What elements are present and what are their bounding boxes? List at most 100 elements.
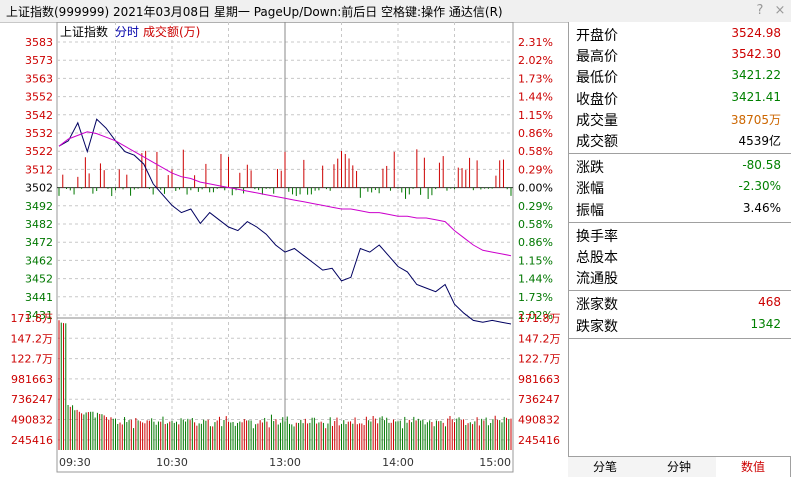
panel-separator [569, 337, 791, 339]
price-tick-label: 3563 [25, 72, 53, 85]
pct-tick-label: 1.44% [518, 91, 553, 104]
panel-row-4: 成交量 38705万 [569, 109, 791, 129]
pct-tick-label: 1.44% [518, 273, 553, 286]
panel-row-label: 涨家数 [576, 297, 618, 314]
panel-row-label: 成交量 [576, 112, 618, 129]
tab-1[interactable]: 分钟 [642, 457, 717, 477]
pct-tick-label: 2.02% [518, 54, 553, 67]
panel-row-value: 3542.30 [731, 47, 781, 62]
time-tick-label: 10:30 [156, 456, 188, 469]
volume-tick-label: 736247 [518, 393, 560, 406]
panel-row-label: 最低价 [576, 70, 618, 87]
pct-tick-label: 0.29% [518, 163, 553, 176]
panel-row-label: 涨幅 [576, 181, 604, 198]
price-tick-label: 3482 [25, 218, 53, 231]
volume-tick-label: 490832 [518, 414, 560, 427]
index-label: 上证指数 [60, 24, 108, 39]
window-title: 上证指数(999999) 2021年03月08日 星期一 PageUp/Down… [6, 5, 503, 19]
volume-label: 成交额(万) [143, 24, 200, 39]
panel-row-label: 开盘价 [576, 28, 618, 44]
price-tick-label: 3552 [25, 91, 53, 104]
panel-row-0: 开盘价 3524.98 [569, 24, 791, 44]
price-tick-label: 3532 [25, 127, 53, 140]
panel-row-label: 收盘价 [576, 91, 618, 108]
title-bar: 上证指数(999999) 2021年03月08日 星期一 PageUp/Down… [0, 0, 791, 23]
close-icon[interactable]: × [774, 3, 786, 18]
price-tick-label: 3431 [25, 309, 53, 322]
panel-row-8: 振幅 3.46% [569, 199, 791, 219]
volume-tick-label: 147.2万 [11, 332, 54, 345]
price-tick-label: 3502 [25, 182, 53, 195]
volume-tick-label: 171.8万 [518, 312, 561, 325]
panel-row-value: -80.58 [742, 158, 781, 173]
pct-tick-label: 1.73% [518, 72, 553, 85]
time-tick-label: 13:00 [269, 456, 301, 469]
tab-2[interactable]: 数值 [716, 457, 791, 477]
time-tick-label: 09:30 [59, 456, 91, 469]
panel-row-value: 468 [758, 295, 781, 310]
price-tick-label: 3522 [25, 145, 53, 158]
panel-row-label: 流通股 [576, 271, 618, 288]
volume-tick-label: 122.7万 [11, 353, 54, 366]
panel-row-12: 涨家数 468 [569, 293, 791, 313]
volume-tick-label: 981663 [11, 373, 53, 386]
price-line [58, 118, 512, 325]
panel-row-label: 最高价 [576, 49, 618, 66]
volume-tick-label: 736247 [11, 393, 53, 406]
price-tick-label: 3573 [25, 54, 53, 67]
panel-separator [569, 153, 791, 155]
volume-tick-label: 147.2万 [518, 332, 561, 345]
bottom-tabs: 分笔 分钟 数值 [568, 456, 791, 477]
pct-tick-label: 1.73% [518, 291, 553, 304]
panel-row-value: 38705万 [730, 112, 781, 127]
price-tick-label: 3492 [25, 200, 53, 213]
panel-row-9: 换手率 [569, 225, 791, 245]
pct-tick-label: 1.15% [518, 254, 553, 267]
panel-row-label: 成交额 [576, 134, 618, 150]
tab-0[interactable]: 分笔 [568, 457, 643, 477]
pct-tick-label: 0.58% [518, 218, 553, 231]
mode-label: 分时 [115, 25, 139, 39]
price-tick-label: 3441 [25, 291, 53, 304]
volume-tick-label: 171.8万 [11, 312, 54, 325]
panel-row-label: 振幅 [576, 202, 604, 219]
panel-row-value: 3421.22 [731, 68, 781, 83]
pct-tick-label: 0.29% [518, 200, 553, 213]
panel-row-10: 总股本 [569, 246, 791, 266]
volume-tick-label: 245416 [11, 434, 53, 447]
panel-separator [569, 290, 791, 292]
panel-row-value: 1342 [750, 316, 781, 331]
panel-row-13: 跌家数 1342 [569, 315, 791, 335]
price-tick-label: 3542 [25, 109, 53, 122]
price-tick-label: 3452 [25, 273, 53, 286]
time-tick-label: 15:00 [479, 456, 511, 469]
panel-row-11: 流通股 [569, 267, 791, 287]
pct-tick-label: 0.86% [518, 127, 553, 140]
volume-tick-label: 490832 [11, 414, 53, 427]
panel-row-7: 涨幅 -2.30% [569, 177, 791, 197]
avg-price-line [58, 131, 512, 257]
panel-row-label: 换手率 [576, 228, 618, 245]
chart-svg: 3583 2.31% 3573 2.02% 3563 1.73% 3552 1.44% 3542… [11, 22, 561, 473]
time-tick-label: 14:00 [382, 456, 414, 469]
panel-separator [569, 221, 791, 223]
price-tick-label: 3472 [25, 236, 53, 249]
panel-row-value: 4539亿 [738, 134, 781, 148]
intraday-chart[interactable]: 3583 2.31% 3573 2.02% 3563 1.73% 3552 1.44% 3542… [0, 22, 567, 476]
pct-tick-label: 0.86% [518, 236, 553, 249]
pct-tick-label: 1.15% [518, 109, 553, 122]
price-tick-label: 3462 [25, 254, 53, 267]
panel-row-1: 最高价 3542.30 [569, 45, 791, 65]
quote-panel: 开盘价 3524.98 最高价 3542.30 最低价 3421.22 收盘价 3421.41… [568, 22, 791, 476]
panel-row-6: 涨跌 -80.58 [569, 156, 791, 176]
price-tick-label: 3512 [25, 163, 53, 176]
help-icon[interactable]: ? [756, 3, 764, 18]
panel-row-value: 3.46% [742, 200, 781, 215]
panel-row-5: 成交额 4539亿 [569, 130, 791, 150]
pct-tick-label: 0.00% [518, 182, 553, 195]
panel-row-label: 跌家数 [576, 318, 618, 335]
pct-tick-label: 0.58% [518, 145, 553, 158]
panel-row-2: 最低价 3421.22 [569, 66, 791, 86]
panel-row-value: 3421.41 [731, 89, 781, 104]
panel-row-3: 收盘价 3421.41 [569, 88, 791, 108]
